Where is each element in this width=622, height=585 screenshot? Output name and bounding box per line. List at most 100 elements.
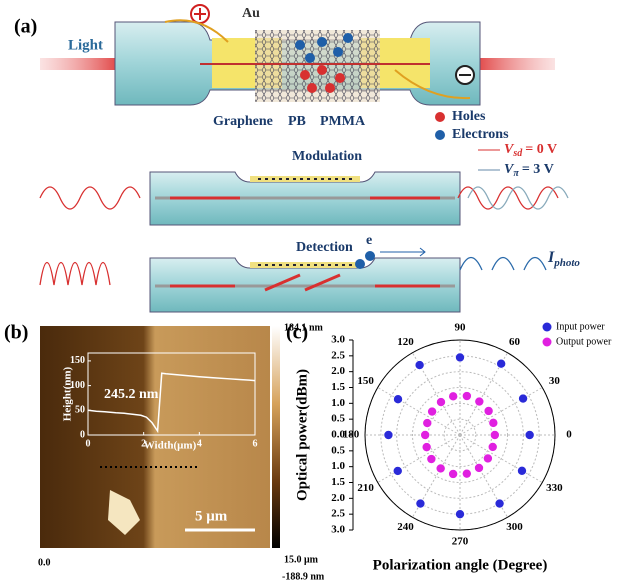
- value: = 3 V: [522, 162, 554, 177]
- x-start: 0.0: [38, 557, 51, 568]
- data-point: [462, 392, 471, 401]
- data-point: [421, 431, 430, 440]
- y-axis-label: Height(nm): [62, 366, 74, 421]
- light-beam: [40, 58, 120, 70]
- iphoto-label: Iphoto: [547, 249, 580, 269]
- data-point: [456, 353, 465, 362]
- data-point: [525, 431, 534, 440]
- angle-label: 0: [566, 429, 572, 441]
- subscript: photo: [553, 257, 580, 269]
- x-axis-label: Width(μm): [144, 440, 197, 452]
- panel-label: (c): [286, 322, 308, 344]
- electron: [355, 259, 365, 269]
- data-point: [489, 418, 498, 427]
- holes-label: Holes: [452, 109, 486, 124]
- vsd-label: Vsd= 0 V: [504, 142, 557, 159]
- panel-label: (a): [14, 16, 37, 38]
- angle-label: 180: [343, 429, 360, 441]
- angle-label: 30: [549, 375, 561, 387]
- scale-label: 5 μm: [195, 508, 228, 524]
- data-point: [427, 455, 436, 464]
- colorbar-min: -188.9 nm: [282, 571, 325, 582]
- legend-label: Output power: [556, 336, 612, 347]
- data-point: [475, 397, 484, 406]
- data-point: [436, 464, 445, 473]
- data-point: [497, 359, 506, 368]
- angle-label: 120: [397, 336, 414, 348]
- angle-label: 150: [357, 375, 374, 387]
- detection-label: Detection: [296, 240, 353, 255]
- data-point: [394, 395, 403, 404]
- arrow: [380, 248, 425, 256]
- vpi-label: Vπ= 3 V: [504, 162, 554, 179]
- data-point: [393, 466, 402, 475]
- subscript: π: [513, 168, 519, 179]
- y-tick-label: 1.5: [331, 381, 345, 393]
- page: {"panel_a": {"label": "(a)", "light": "L…: [0, 0, 622, 585]
- y-tick-label: 2.5: [331, 508, 345, 520]
- y-tick-label: 3.0: [331, 524, 345, 536]
- x-axis-label: Polarization angle (Degree): [373, 557, 548, 573]
- x-tick-label: 6: [253, 438, 258, 449]
- au-label: Au: [242, 6, 260, 21]
- y-tick-label: 2.0: [331, 365, 345, 377]
- data-point: [462, 469, 471, 478]
- data-point: [519, 394, 528, 403]
- data-point: [415, 361, 424, 370]
- data-point: [483, 454, 492, 463]
- light-beam: [475, 58, 555, 70]
- angle-label: 330: [546, 482, 563, 494]
- y-tick-label: 150: [70, 355, 85, 366]
- data-point: [484, 406, 493, 415]
- data-point: [517, 466, 526, 475]
- wave: [460, 258, 546, 271]
- figure: (a) Light Au Graphene PB PMMA Holes Elec…: [0, 0, 622, 585]
- data-point: [475, 463, 484, 472]
- wave: [40, 263, 110, 286]
- y-tick-label: 1.0: [331, 460, 345, 472]
- modulation-label: Modulation: [292, 149, 362, 164]
- angle-label: 60: [509, 336, 521, 348]
- angle-label: 210: [357, 482, 374, 494]
- y-tick-label: 0: [80, 429, 85, 440]
- data-point: [456, 510, 465, 519]
- electrons-label: Electrons: [452, 127, 509, 142]
- y-axis-label: Optical power(dBm): [294, 369, 310, 501]
- y-tick-label: 3.0: [331, 334, 345, 346]
- colorbar: [272, 326, 280, 548]
- data-point: [488, 442, 497, 451]
- y-tick-label: 0.5: [331, 413, 345, 425]
- data-point: [384, 431, 393, 440]
- panel-label: (b): [4, 322, 28, 344]
- x-tick-label: 0: [86, 438, 91, 449]
- x-end: 15.0 μm: [284, 554, 319, 565]
- y-tick-label: 1.0: [331, 397, 345, 409]
- legend-icon: [435, 130, 445, 140]
- y-tick-label: 50: [75, 405, 85, 416]
- legend-marker: [543, 323, 552, 332]
- light-label: Light: [68, 37, 103, 53]
- y-tick-label: 1.5: [331, 476, 345, 488]
- angle-label: 300: [506, 521, 523, 533]
- data-point: [490, 431, 499, 440]
- y-tick-label: 2.0: [331, 492, 345, 504]
- electron-label: e: [366, 233, 372, 248]
- subscript: sd: [512, 148, 523, 159]
- angle-label: 90: [455, 322, 467, 334]
- pb-label: PB: [288, 114, 306, 129]
- wave: [40, 187, 140, 209]
- graphene-label: Graphene: [213, 114, 273, 129]
- electron: [365, 251, 375, 261]
- data-point: [437, 398, 446, 407]
- data-point: [422, 443, 431, 452]
- value: = 0 V: [525, 142, 557, 157]
- legend-label: Input power: [556, 321, 605, 332]
- legend-icon: [435, 112, 445, 122]
- data-point: [449, 392, 458, 401]
- data-point: [423, 419, 432, 428]
- annotation: 245.2 nm: [104, 387, 159, 402]
- data-point: [449, 469, 458, 478]
- x-tick-label: 4: [197, 438, 202, 449]
- data-point: [495, 499, 504, 508]
- pmma-label: PMMA: [320, 114, 366, 129]
